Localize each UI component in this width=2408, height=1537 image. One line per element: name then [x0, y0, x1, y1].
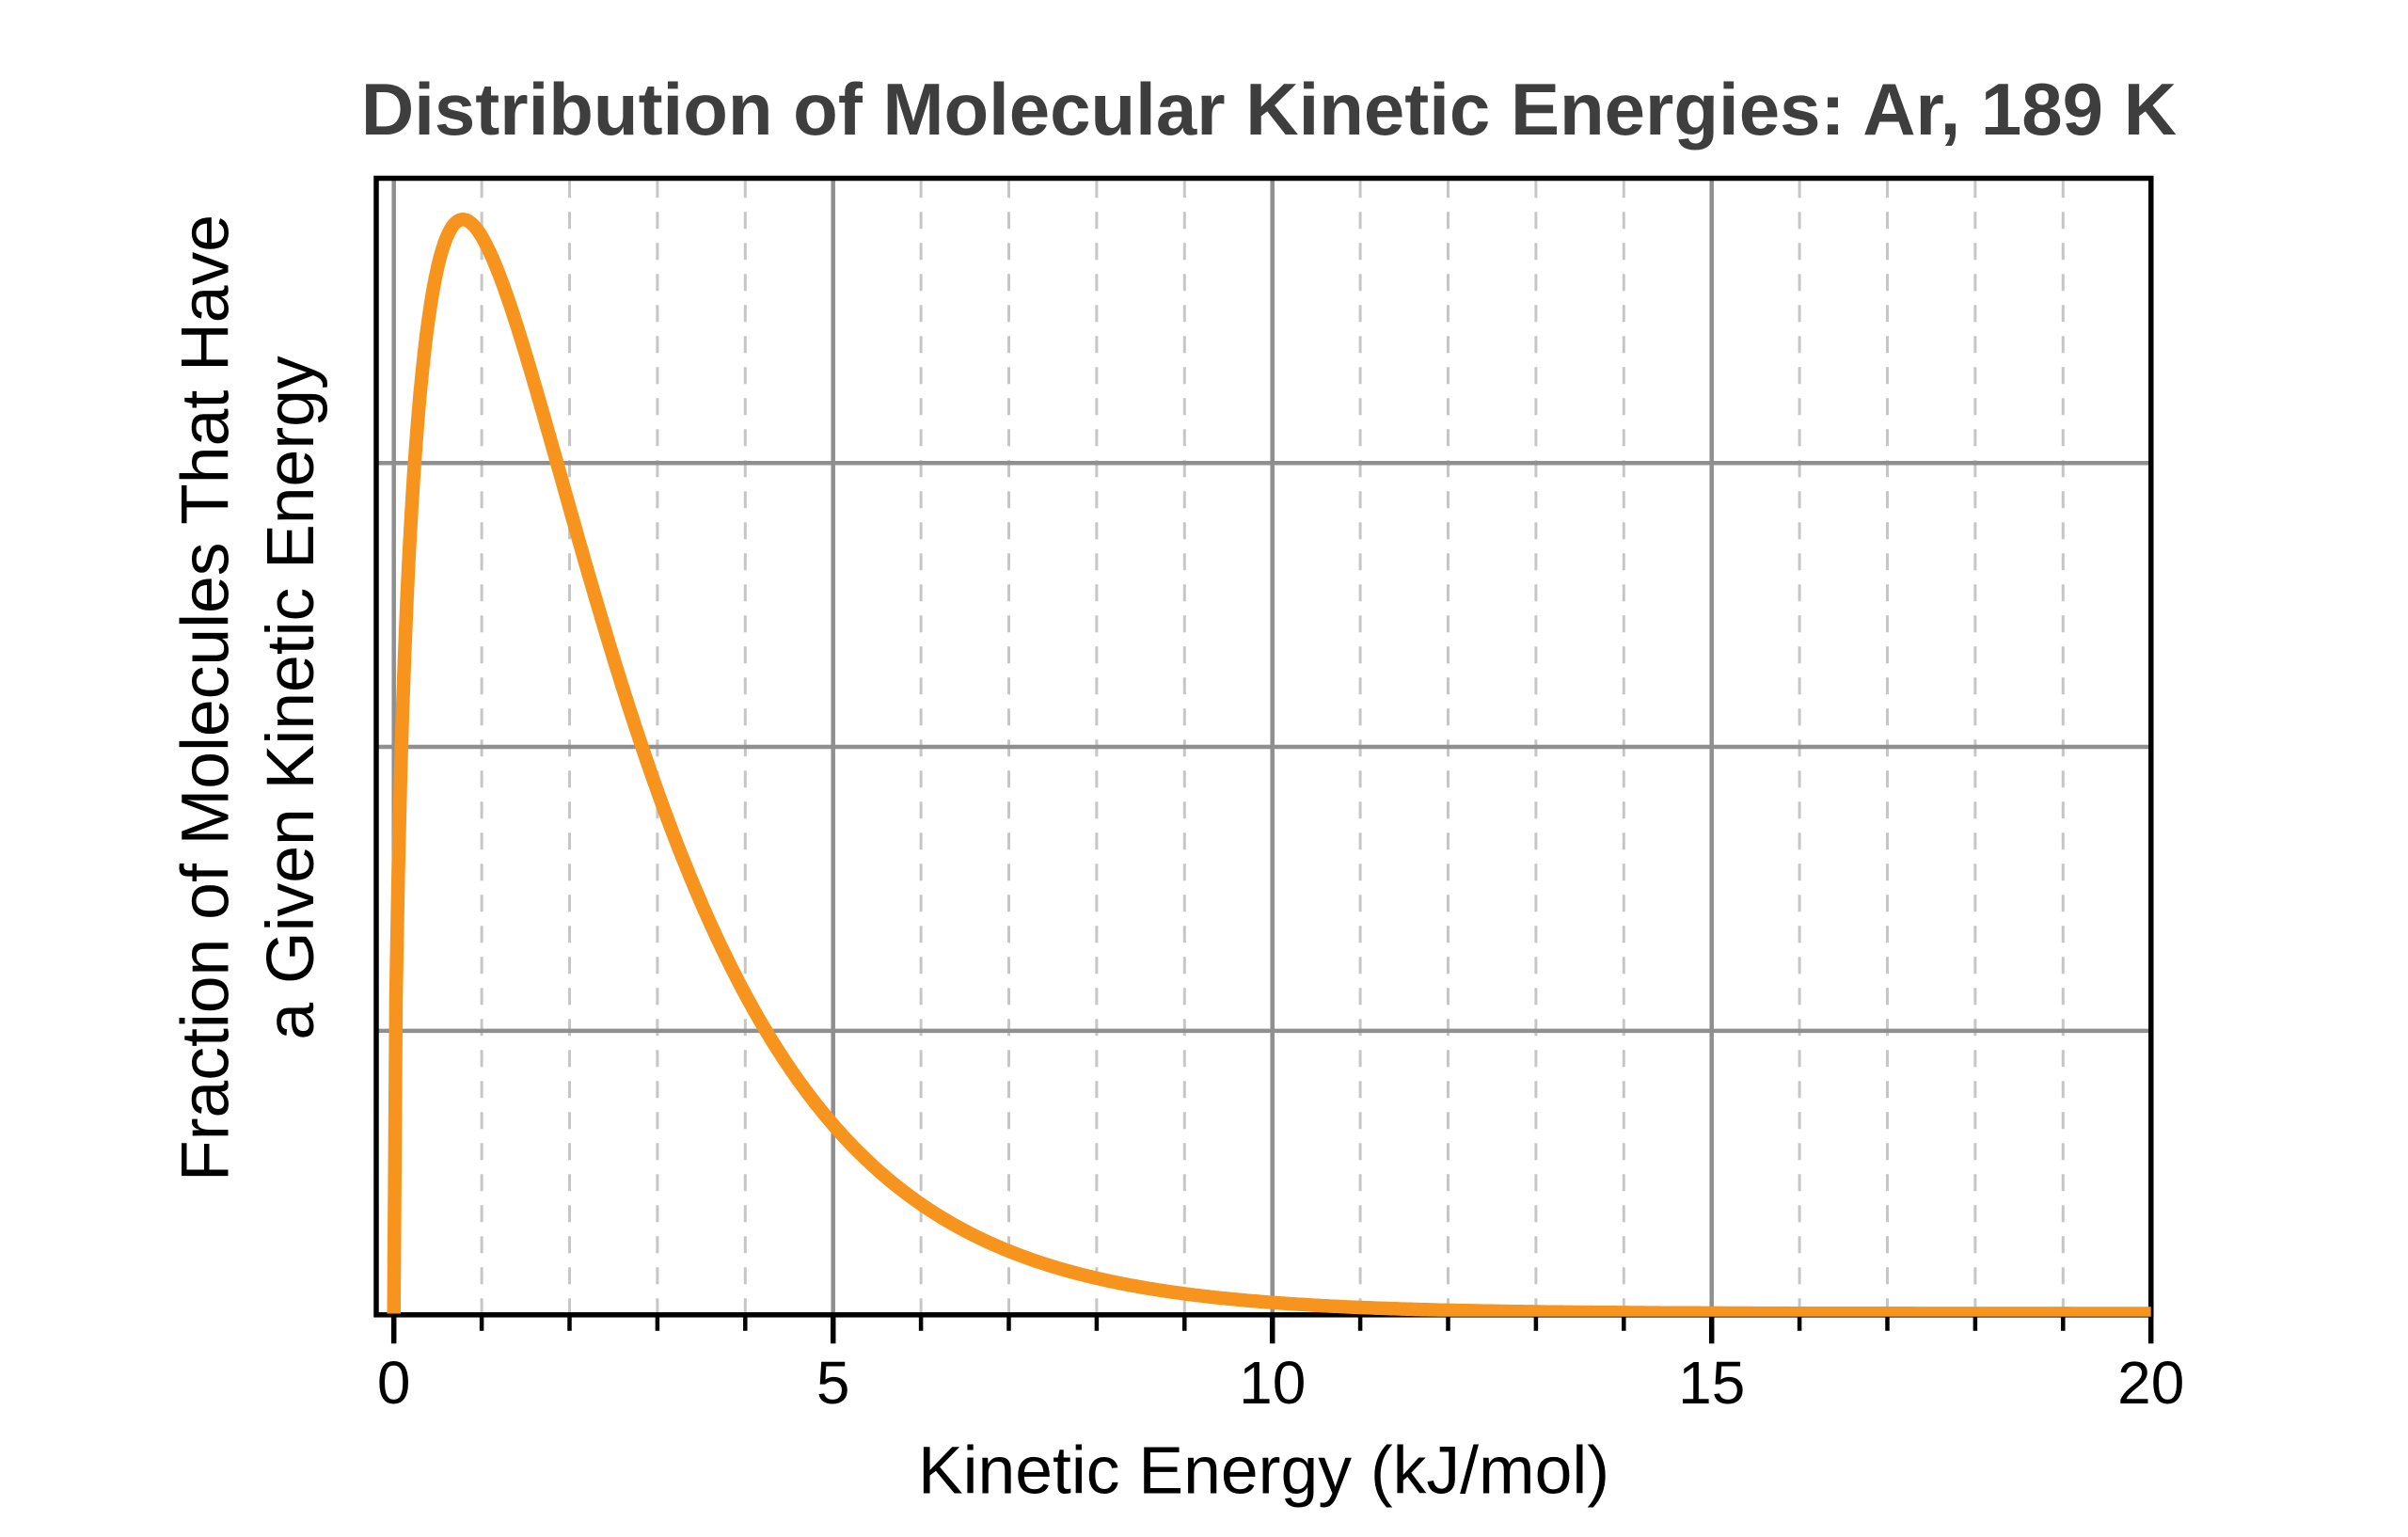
svg-text:15: 15 — [1678, 1349, 1745, 1417]
svg-text:Distribution of Molecular Kine: Distribution of Molecular Kinetic Energi… — [361, 68, 2177, 151]
svg-text:a Given Kinetic Energy: a Given Kinetic Energy — [253, 356, 328, 1040]
svg-text:0: 0 — [377, 1349, 411, 1417]
svg-text:5: 5 — [816, 1349, 850, 1417]
svg-text:Fraction of Molecules That Hav: Fraction of Molecules That Have — [168, 214, 244, 1181]
svg-text:Kinetic Energy (kJ/mol): Kinetic Energy (kJ/mol) — [918, 1434, 1609, 1509]
svg-text:10: 10 — [1239, 1349, 1306, 1417]
svg-text:20: 20 — [2117, 1349, 2184, 1417]
